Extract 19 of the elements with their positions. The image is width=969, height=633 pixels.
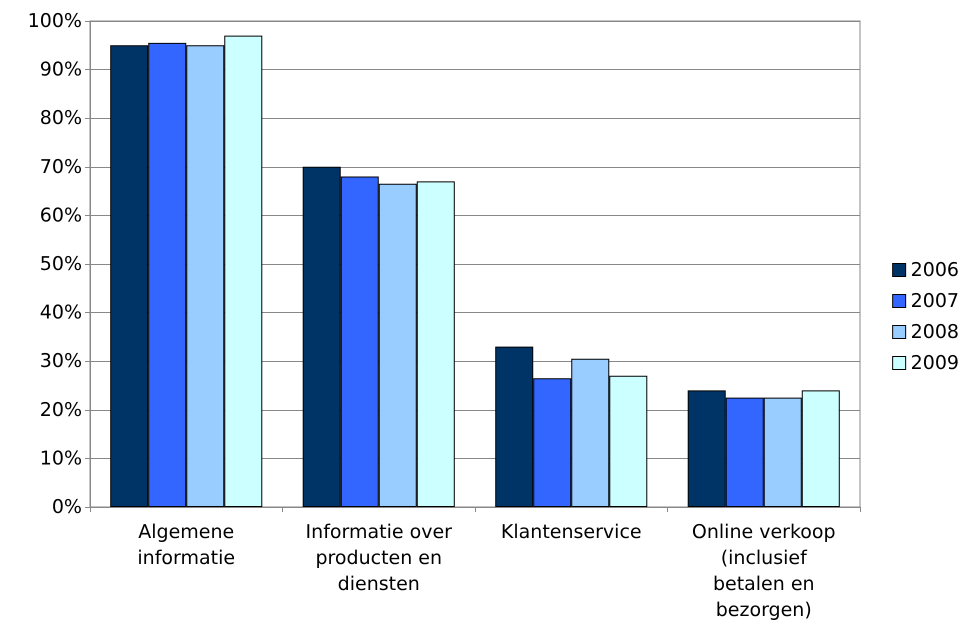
y-tick-label: 80% (40, 107, 82, 130)
y-tick-label: 70% (40, 156, 82, 178)
y-tick-label: 50% (40, 253, 82, 275)
legend-label: 2008 (910, 321, 960, 343)
y-tick-label: 10% (40, 447, 82, 470)
y-tick-label: 100% (28, 10, 82, 32)
x-tick-label: Klantenservice (500, 521, 642, 543)
legend-label: 2006 (910, 259, 960, 281)
x-tick-label: Online verkoop (inclusief betalen en bezorgen) (692, 521, 836, 621)
x-tick-label: Informatie over producten en diensten (306, 521, 452, 595)
y-tick-label: 30% (40, 350, 82, 372)
legend-label: 2007 (910, 290, 960, 312)
y-tick-label: 40% (40, 302, 82, 324)
y-tick-label: 60% (40, 204, 82, 226)
x-tick-label: Algemene informatie (137, 521, 236, 569)
y-tick-label: 20% (40, 398, 82, 421)
y-tick-label: 0% (52, 496, 82, 518)
y-tick-label: 90% (40, 58, 82, 81)
legend-label: 2009 (910, 352, 960, 374)
